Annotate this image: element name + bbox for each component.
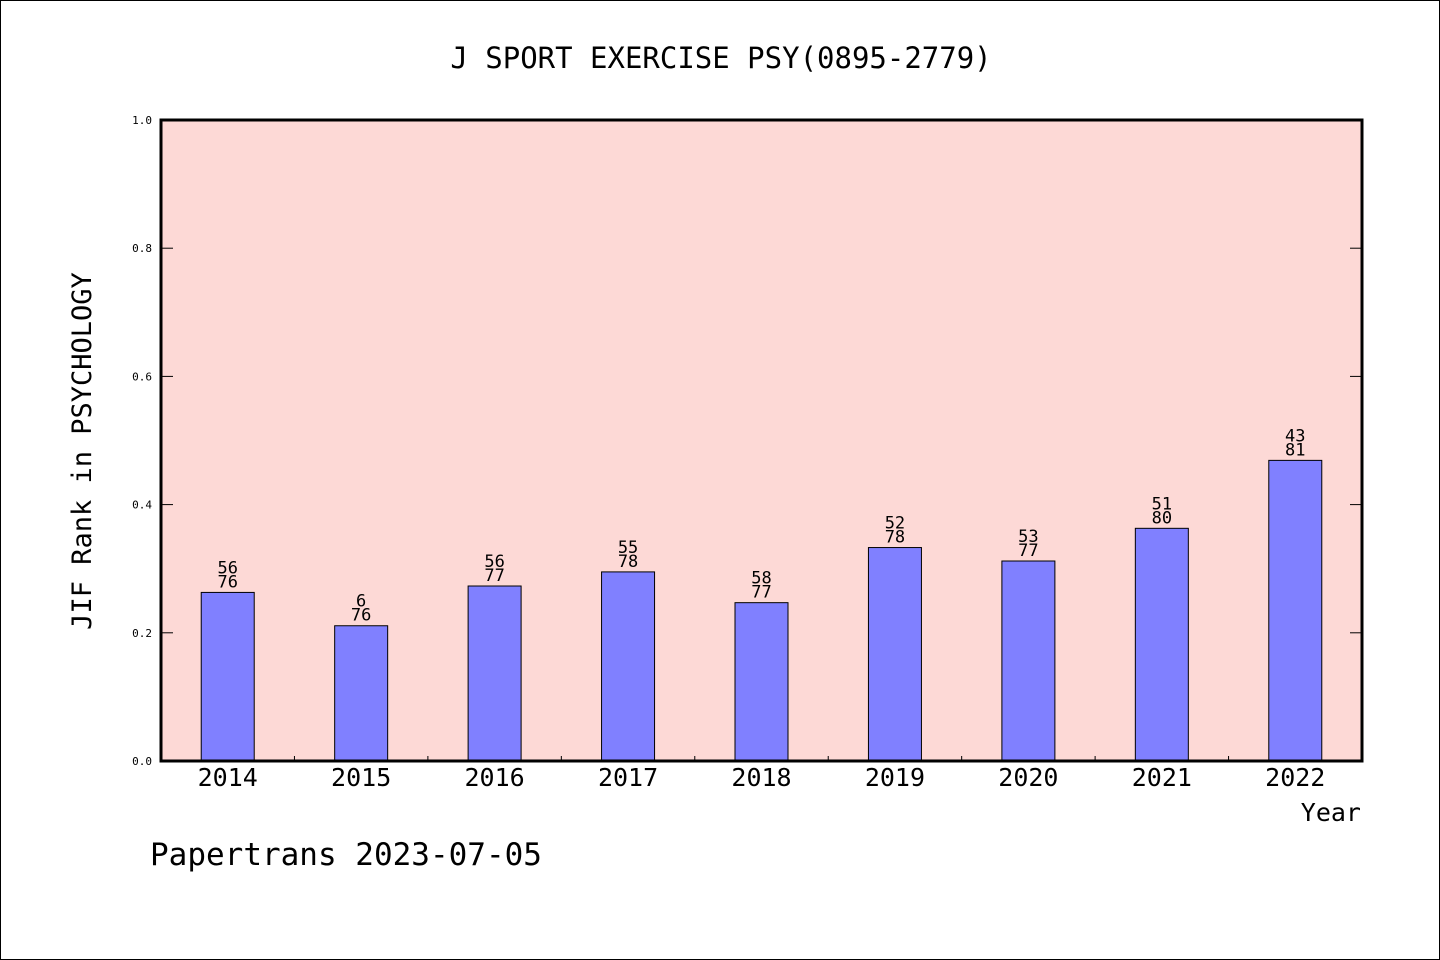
bar-label-bottom-2014: 76 [217, 572, 237, 592]
bar-label-top-2017: 55 [618, 538, 638, 558]
bar-label-top-2021: 51 [1152, 494, 1172, 514]
bar-label-top-2020: 53 [1018, 527, 1038, 547]
bar-label-bottom-2020: 77 [1018, 541, 1038, 561]
y-tick-label-0.6: 0.6 [132, 370, 152, 383]
y-tick-label-0.2: 0.2 [132, 627, 152, 640]
bar-2017 [601, 571, 656, 762]
y-tick-label-0.4: 0.4 [132, 499, 152, 512]
bar-2018 [734, 602, 789, 762]
bar-label-bottom-2017: 78 [618, 552, 638, 572]
bar-2019 [867, 547, 922, 762]
bar-2014 [200, 591, 255, 762]
y-tick-label-1.0: 1.0 [132, 114, 152, 127]
bar-2015 [334, 625, 389, 762]
bar-label-bottom-2018: 77 [751, 583, 771, 603]
watermark-text: Papertrans 2023-07-05 [150, 837, 542, 873]
x-tick-label-2022: 2022 [1265, 763, 1325, 792]
bar-2016 [467, 585, 522, 762]
bar-label-bottom-2019: 78 [885, 528, 905, 548]
bar-label-bottom-2021: 80 [1152, 508, 1172, 528]
x-tick-label-2021: 2021 [1132, 763, 1192, 792]
bar-2022 [1268, 459, 1323, 762]
bar-label-top-2015: 6 [356, 592, 366, 612]
bar-label-bottom-2022: 81 [1285, 440, 1305, 460]
bar-label-top-2019: 52 [885, 514, 905, 534]
x-tick-label-2020: 2020 [998, 763, 1058, 792]
x-tick-label-2015: 2015 [331, 763, 391, 792]
x-tick-label-2016: 2016 [465, 763, 525, 792]
bar-label-top-2018: 58 [751, 569, 771, 589]
x-tick-label-2014: 2014 [198, 763, 258, 792]
x-axis-label: Year [1301, 798, 1361, 827]
y-tick-label-0.8: 0.8 [132, 242, 152, 255]
y-axis-label: JIF Rank in PSYCHOLOGY [67, 272, 98, 630]
x-axis: 2014 2015 2016 2017 2018 2019 2020 2021 2022 [198, 756, 1325, 792]
bar-2021 [1134, 527, 1189, 762]
bar-2020 [1001, 560, 1056, 762]
x-tick-label-2019: 2019 [865, 763, 925, 792]
chart-title: J SPORT EXERCISE PSY(0895-2779) [450, 41, 991, 75]
bar-label-bottom-2016: 77 [484, 566, 504, 586]
bar-label-bottom-2015: 76 [351, 606, 371, 626]
bar-label-top-2014: 56 [217, 558, 237, 578]
bar-label-top-2016: 56 [484, 552, 504, 572]
plot-border [159, 118, 1364, 763]
x-tick-label-2018: 2018 [731, 763, 791, 792]
y-axis: 0.0 0.2 0.4 0.6 0.8 1.0 [132, 114, 1362, 768]
bar-label-top-2022: 43 [1285, 426, 1305, 446]
x-tick-label-2017: 2017 [598, 763, 658, 792]
y-tick-label-0.0: 0.0 [132, 755, 152, 768]
